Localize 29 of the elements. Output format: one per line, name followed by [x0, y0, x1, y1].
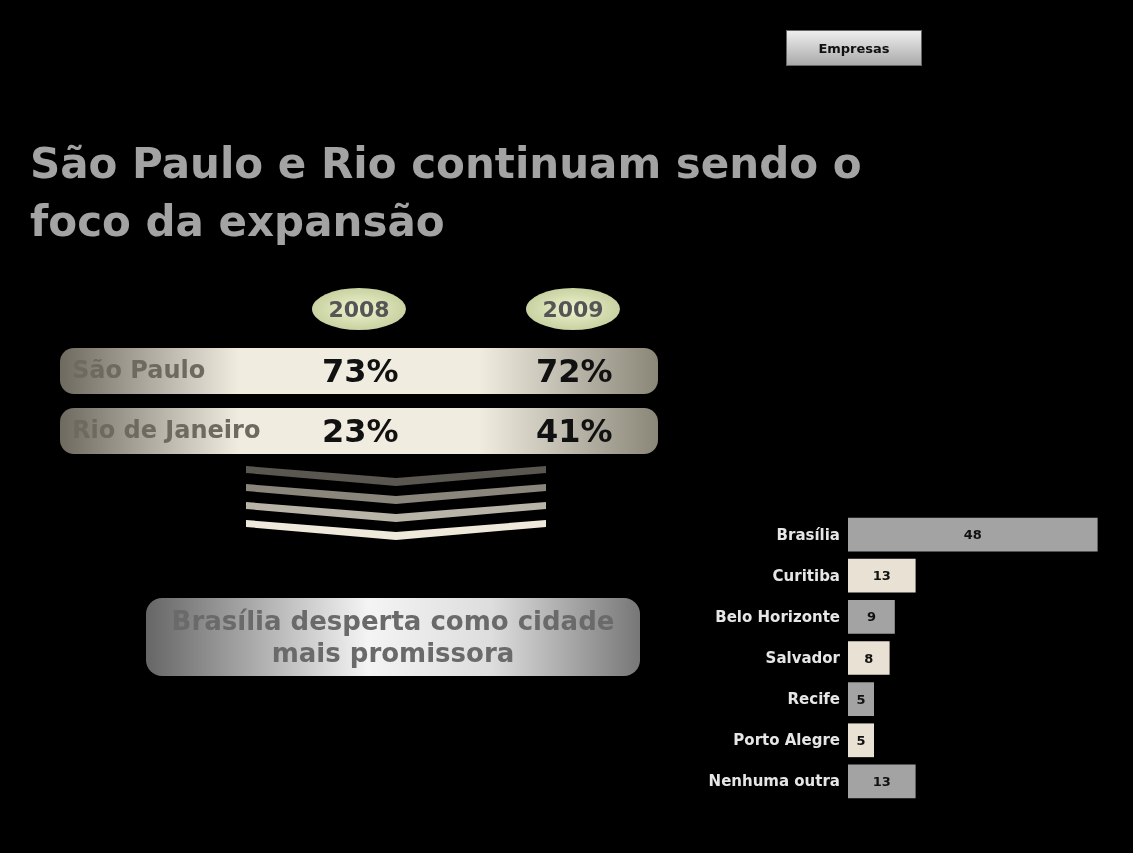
- data-label: 5: [856, 691, 866, 707]
- data-label: 9: [866, 609, 876, 625]
- data-label: 73%: [322, 352, 399, 390]
- data-label: 13: [872, 568, 891, 584]
- bar: [848, 764, 916, 799]
- bar: [848, 599, 895, 634]
- y-tick-label: Nenhuma outra: [708, 772, 840, 791]
- y-tick-label: Brasília: [776, 525, 840, 544]
- y-tick-label: Curitiba: [772, 566, 840, 585]
- data-label: 13: [872, 773, 891, 789]
- y-tick-label: Porto Alegre: [733, 731, 840, 750]
- text: 2009: [526, 288, 620, 330]
- bar: [848, 641, 890, 675]
- bar: [848, 517, 1098, 552]
- series-label: 2008: [312, 288, 406, 330]
- data-label: 8: [864, 650, 874, 666]
- bar: [848, 682, 874, 717]
- data-label: 41%: [536, 412, 613, 450]
- text: Empresas: [786, 30, 922, 66]
- bar: [848, 723, 874, 758]
- data-label: 72%: [536, 352, 613, 390]
- y-tick-label: Recife: [787, 690, 840, 709]
- data-label: 5: [856, 732, 866, 748]
- data-label: 23%: [322, 412, 399, 450]
- bar: [848, 558, 916, 593]
- y-tick-label: Belo Horizonte: [715, 607, 840, 626]
- text: São Paulo e Rio continuam sendo o foco da expansão: [30, 138, 863, 248]
- data-label: 48: [963, 527, 982, 543]
- y-tick-label: Salvador: [765, 649, 841, 667]
